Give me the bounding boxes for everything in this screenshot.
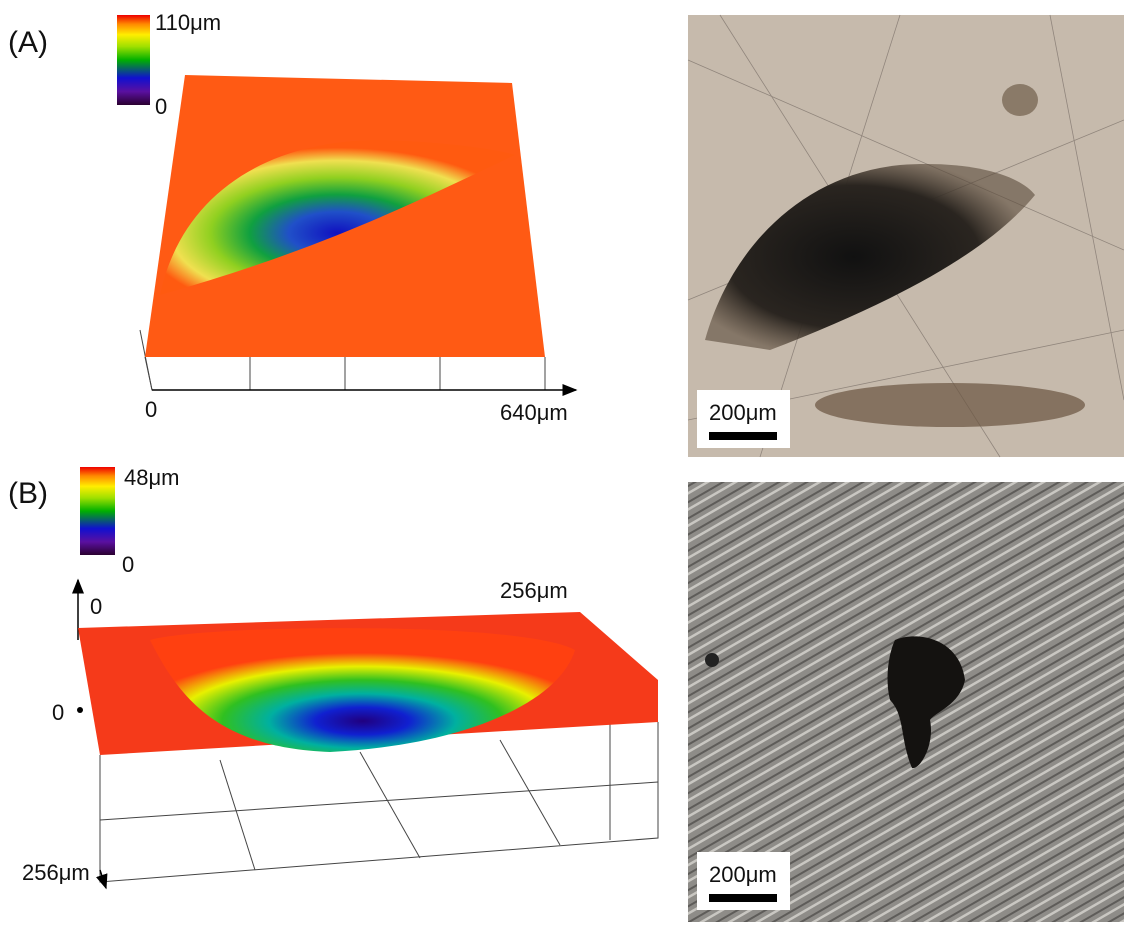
x-end-label: 256μm	[500, 578, 568, 603]
scale-bar-label: 200μm	[709, 862, 777, 887]
z-zero-label: 0	[52, 700, 64, 725]
x-start-label: 0	[145, 397, 157, 422]
scale-bar-label: 200μm	[709, 400, 777, 425]
panel-label: (A)	[8, 26, 48, 59]
spot	[1002, 84, 1038, 116]
y-axis	[100, 870, 106, 888]
panel-label: (B)	[8, 477, 48, 510]
colorbar	[80, 467, 115, 555]
scale-bar	[709, 894, 777, 902]
colorbar-min: 0	[155, 94, 167, 119]
x-start-label: 0	[90, 594, 102, 619]
figure: (A) 110μm 0 0 640μm 200μm (B) 48μm 0 0	[0, 0, 1124, 922]
colorbar-min: 0	[122, 552, 134, 577]
x-end-label: 640μm	[500, 400, 568, 425]
scale-bar	[709, 432, 777, 440]
colorbar-max: 48μm	[124, 465, 179, 490]
colorbar	[117, 15, 150, 105]
zero-dot	[77, 707, 83, 713]
page: (A) 110μm 0 0 640μm 200μm (B) 48μm 0 0	[0, 0, 1124, 922]
colorbar-max: 110μm	[155, 10, 221, 35]
y-end-label: 256μm	[22, 860, 90, 885]
spot	[705, 653, 719, 667]
stain	[815, 383, 1085, 427]
